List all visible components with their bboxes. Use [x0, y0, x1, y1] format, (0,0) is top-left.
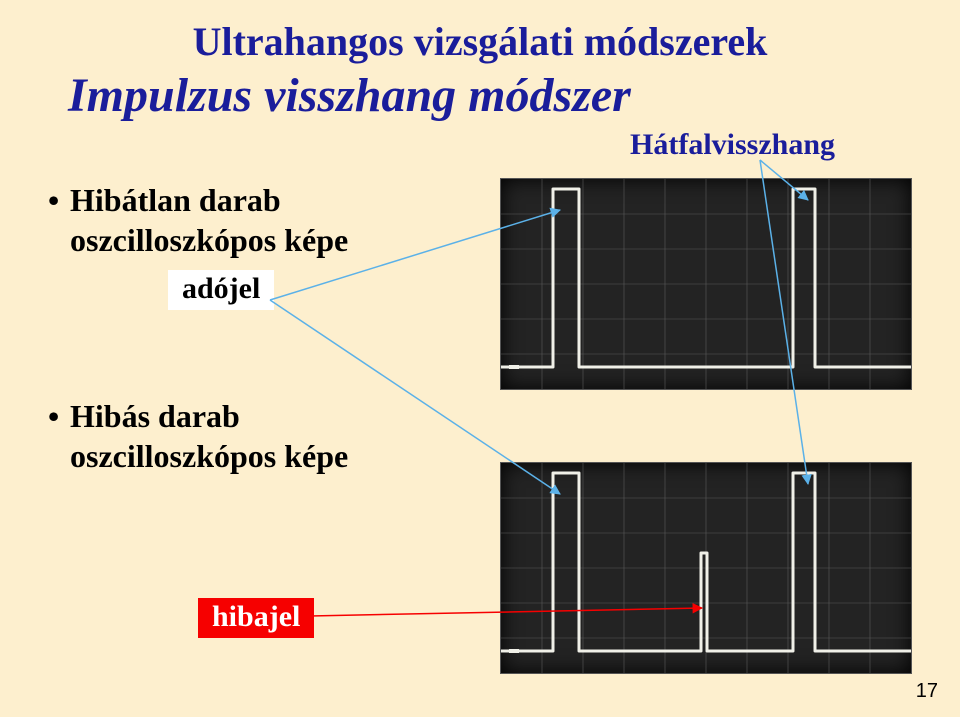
- oscilloscope-bad-svg: [501, 463, 911, 673]
- oscilloscope-good-svg: [501, 179, 911, 389]
- backwall-echo-label: Hátfalvisszhang: [630, 128, 835, 162]
- oscilloscope-bad-image: [500, 462, 912, 674]
- slide-title: Ultrahangos vizsgálati módszerek: [0, 18, 960, 65]
- slide: Ultrahangos vizsgálati módszerek Impulzu…: [0, 0, 960, 717]
- bullet-good-line2: oszcilloszkópos képe: [70, 222, 348, 259]
- bullet-good-line1: Hibátlan darab: [70, 182, 281, 219]
- bullet-bad-line2: oszcilloszkópos képe: [70, 438, 348, 475]
- bullet-bad-line1: Hibás darab: [70, 398, 240, 435]
- defect-signal-label: hibajel: [198, 598, 314, 638]
- oscilloscope-good-image: [500, 178, 912, 390]
- page-number: 17: [916, 680, 938, 703]
- transmitter-signal-label: adójel: [168, 270, 274, 310]
- slide-subtitle: Impulzus visszhang módszer: [68, 68, 631, 123]
